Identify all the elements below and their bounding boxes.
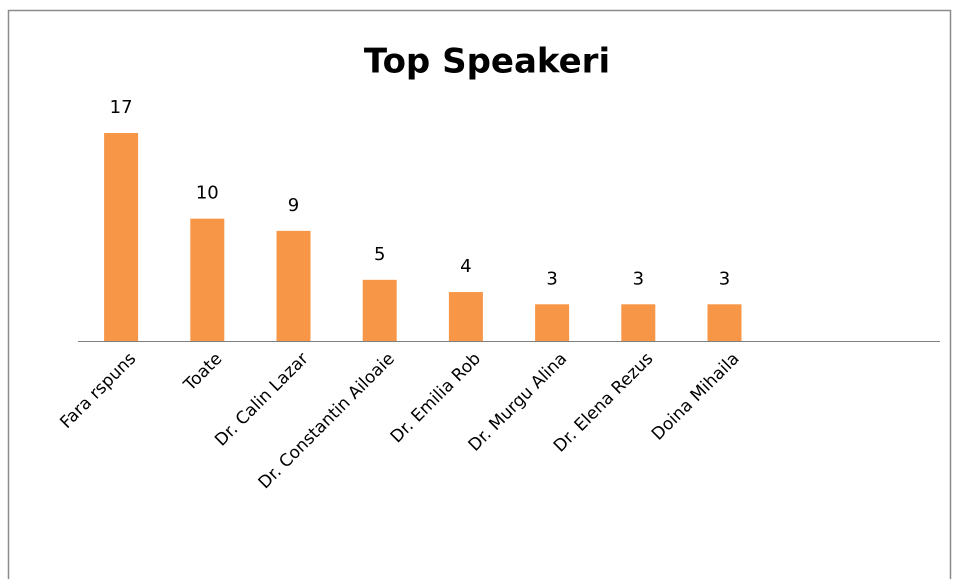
chart-title: Top Speakeri bbox=[364, 42, 610, 82]
value-label: 17 bbox=[110, 97, 133, 118]
value-label: 9 bbox=[288, 195, 299, 216]
value-label: 3 bbox=[546, 268, 557, 289]
bar bbox=[276, 230, 311, 341]
bar bbox=[621, 304, 656, 341]
value-label: 3 bbox=[633, 268, 644, 289]
value-label: 3 bbox=[719, 268, 730, 289]
bar bbox=[190, 218, 225, 341]
bar bbox=[448, 292, 483, 341]
bar bbox=[362, 279, 397, 341]
value-label: 5 bbox=[374, 244, 385, 265]
value-label: 4 bbox=[460, 256, 471, 277]
bar bbox=[535, 304, 570, 341]
value-label: 10 bbox=[196, 183, 219, 204]
bar bbox=[707, 304, 742, 341]
bar bbox=[104, 133, 139, 341]
